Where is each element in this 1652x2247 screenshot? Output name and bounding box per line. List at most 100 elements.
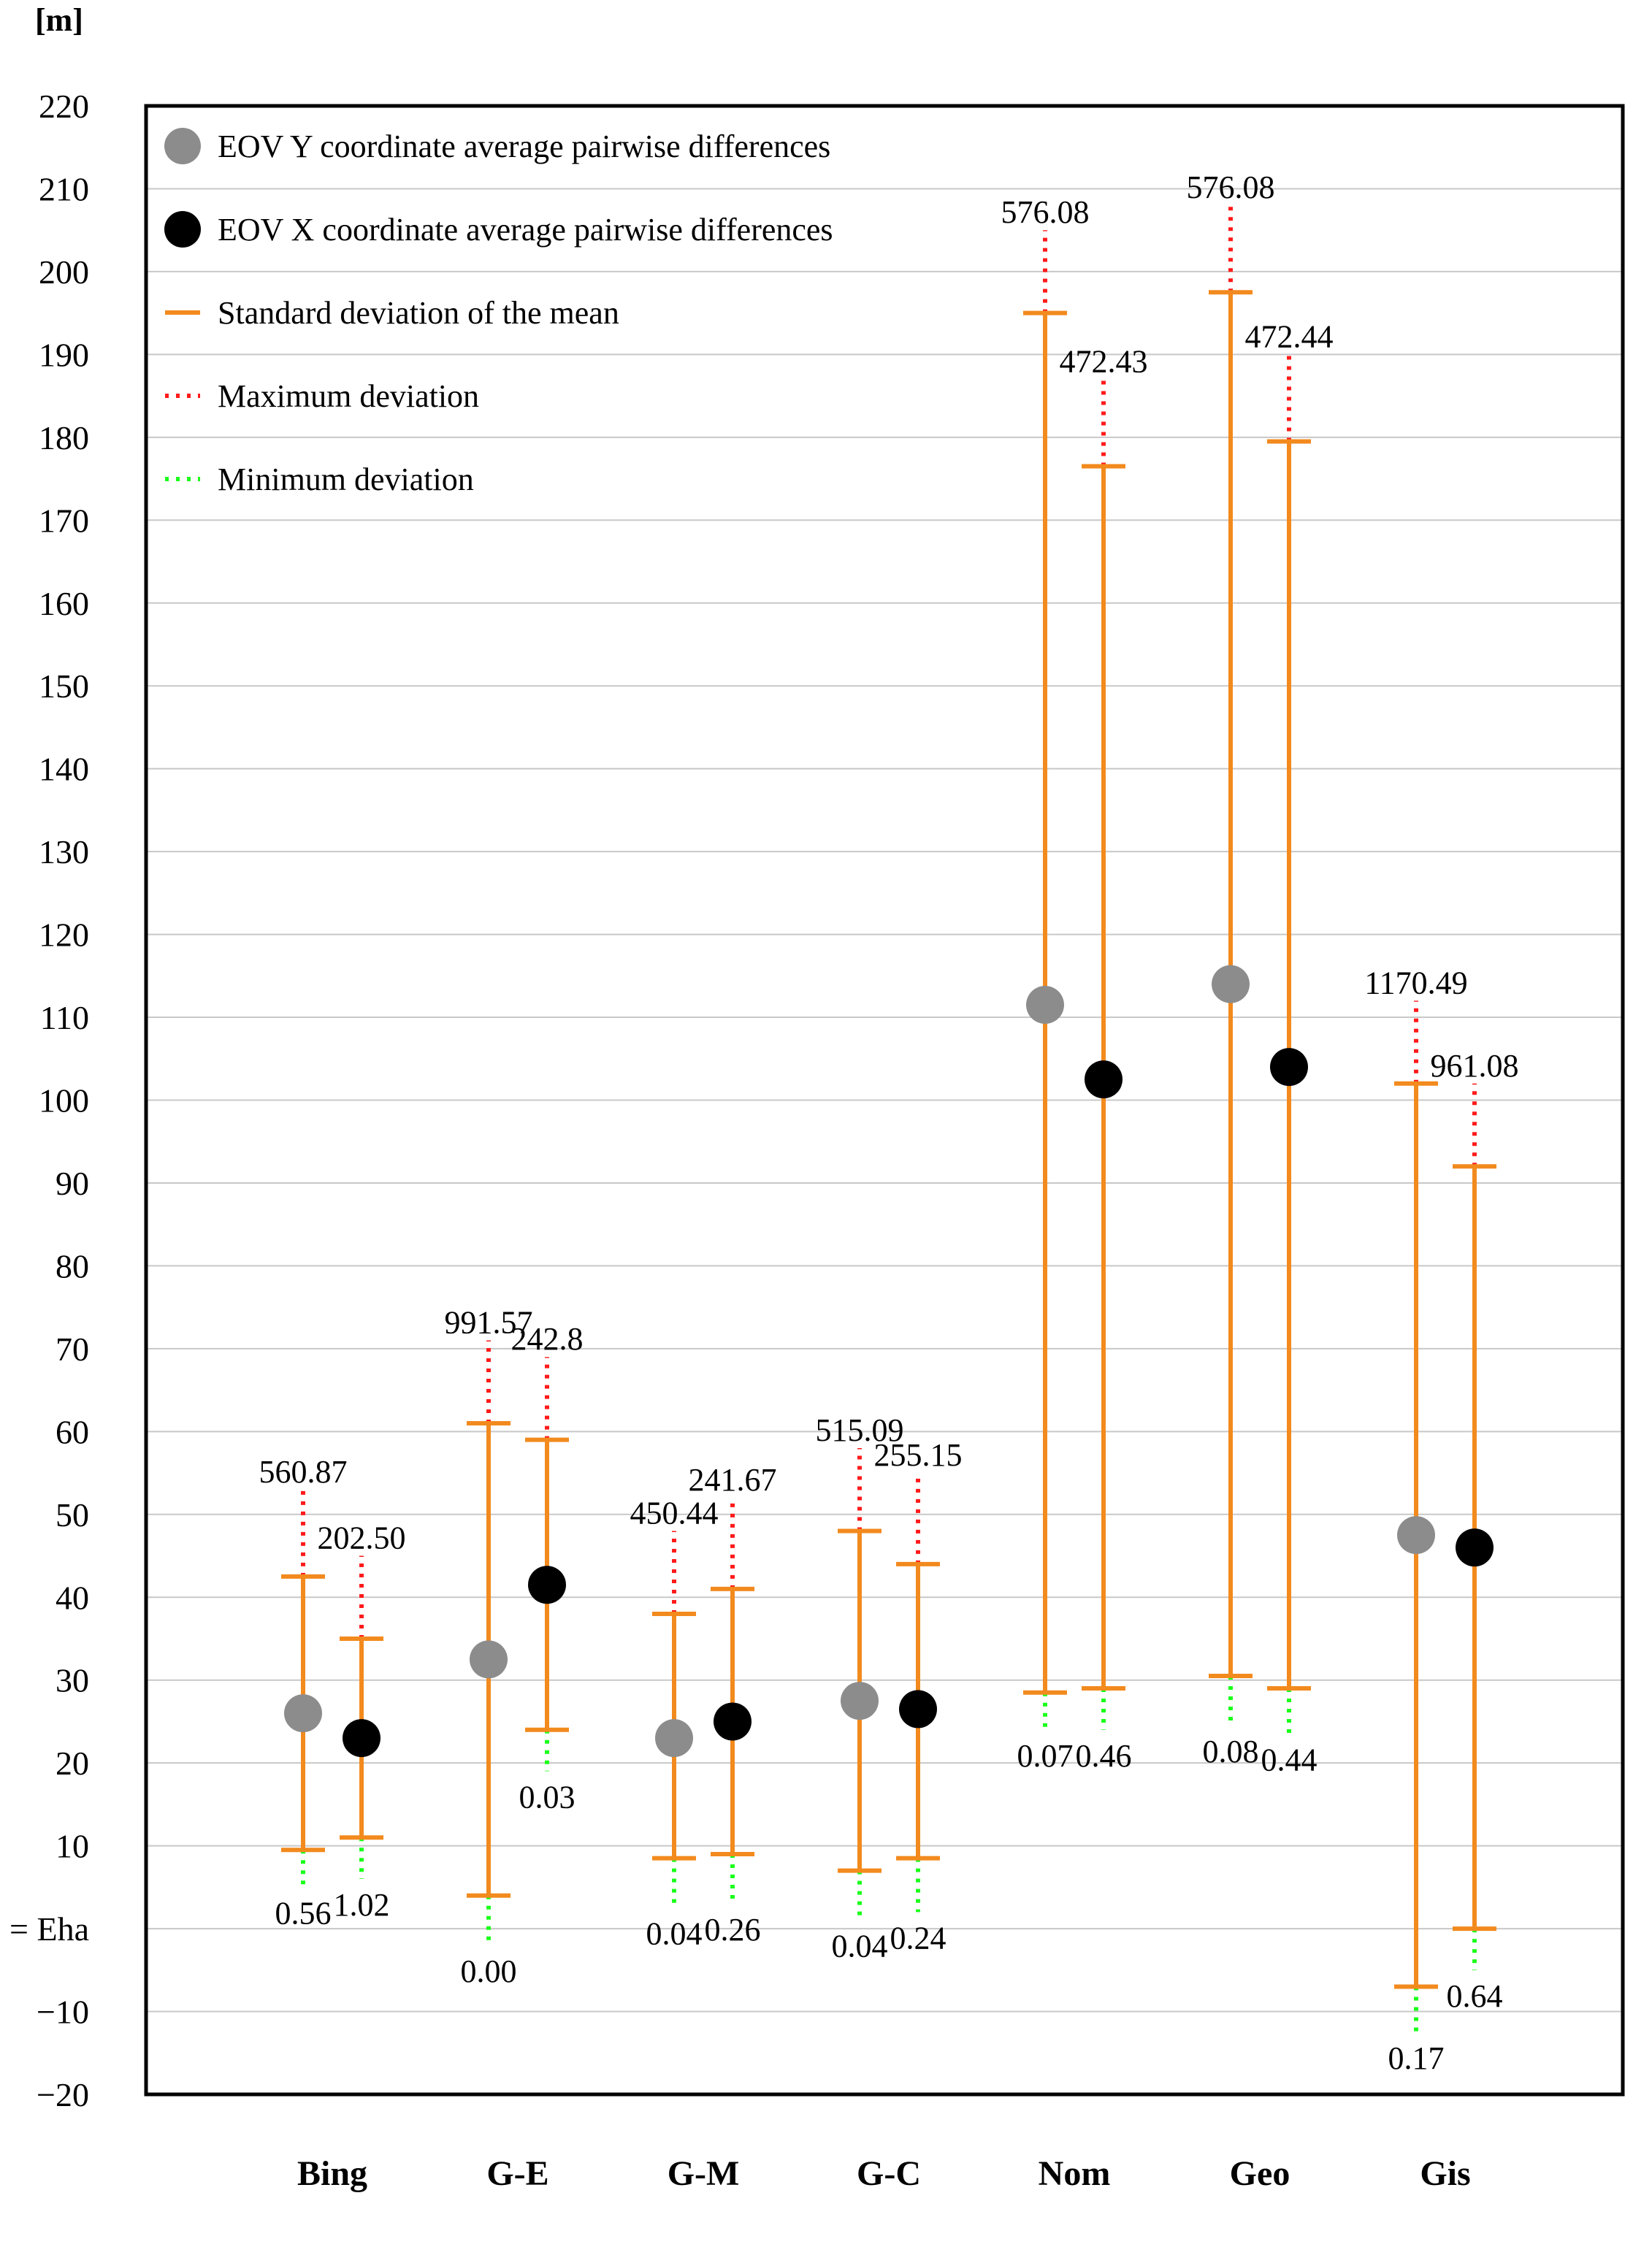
min-value-label: 0.17: [1388, 2040, 1445, 2076]
max-value-label: 576.08: [1001, 194, 1090, 230]
max-value-label: 991.57: [445, 1305, 533, 1341]
legend-item-max: Maximum deviation: [165, 378, 479, 414]
error-bar-group-Nom-y: 576.08 0.07: [1001, 194, 1090, 1774]
min-value-label: 0.56: [275, 1895, 332, 1931]
y-tick-label: 180: [39, 419, 89, 456]
max-value-label: 961.08: [1431, 1048, 1519, 1084]
min-value-label: 0.46: [1076, 1738, 1132, 1774]
mean-point: [899, 1690, 937, 1729]
category-label: G-M: [668, 2154, 740, 2193]
error-bar-group-G-E-x: 242.8 0.03: [511, 1321, 584, 1815]
legend-marker-circle: [164, 128, 201, 164]
min-value-label: 0.04: [646, 1916, 703, 1952]
max-value-label: 1170.49: [1364, 965, 1467, 1000]
y-tick-label: 200: [39, 253, 89, 291]
y-tick-label: −20: [37, 2076, 89, 2113]
gridlines: [146, 188, 1623, 2013]
legend: EOV Y coordinate average pairwise differ…: [164, 128, 833, 497]
category-label: Bing: [297, 2154, 367, 2193]
legend-marker-circle: [164, 211, 201, 248]
y-tick-label: 170: [39, 502, 89, 539]
max-value-label: 576.08: [1187, 169, 1275, 205]
legend-label: EOV Y coordinate average pairwise differ…: [218, 129, 830, 164]
error-bar-group-Bing-x: 202.50 1.02: [318, 1520, 406, 1923]
series-marks: 560.87 0.56 202.50 1.02 991.57 0.00 242.8 0.03 4…: [259, 169, 1519, 2076]
error-bar-group-Bing-y: 560.87 0.56: [259, 1454, 348, 1932]
error-bar-group-G-M-x: 241.67 0.26: [689, 1462, 777, 1948]
min-value-label: 0.07: [1017, 1738, 1074, 1774]
min-value-label: 0.64: [1447, 1978, 1503, 2014]
max-value-label: 515.09: [816, 1412, 904, 1448]
error-bar-group-G-M-y: 450.44 0.04: [630, 1495, 719, 1951]
y-tick-label: 130: [39, 833, 89, 870]
y-axis-unit-label: [m]: [35, 2, 83, 38]
y-tick-label: 80: [56, 1247, 89, 1285]
y-tick-label: 70: [56, 1331, 89, 1368]
error-bar-group-G-C-y: 515.09 0.04: [816, 1412, 904, 1964]
legend-label: Maximum deviation: [218, 378, 479, 414]
y-tick-label: 30: [56, 1662, 89, 1699]
mean-point: [655, 1719, 693, 1758]
mean-point: [470, 1640, 508, 1679]
legend-label: EOV X coordinate average pairwise differ…: [218, 212, 833, 248]
y-tick-label: 210: [39, 170, 89, 207]
y-axis-tick-labels: 220 210 200 190 180 170 160 150 140 130 120 110 100 9…: [0, 88, 89, 2113]
y-tick-label: 50: [56, 1496, 89, 1534]
y-tick-label: 60: [56, 1413, 89, 1450]
y-tick-label: 160: [39, 585, 89, 622]
y-tick-label: 150: [39, 667, 89, 705]
y-tick-label: 220: [39, 88, 89, 125]
mean-point: [1397, 1516, 1435, 1555]
max-value-label: 560.87: [259, 1454, 348, 1490]
error-bar-group-Gis-y: 1170.49 0.17: [1364, 965, 1467, 2076]
legend-label: Minimum deviation: [218, 462, 474, 497]
category-label: G-E: [486, 2154, 548, 2193]
max-value-label: 255.15: [874, 1437, 963, 1473]
max-value-label: 472.44: [1245, 318, 1334, 354]
max-value-label: 472.43: [1060, 343, 1148, 379]
max-value-label: 241.67: [689, 1462, 777, 1498]
mean-point: [1026, 986, 1064, 1025]
mean-point: [1085, 1060, 1123, 1099]
category-label: Gis: [1420, 2154, 1470, 2193]
mean-point: [841, 1682, 879, 1720]
min-value-label: 0.26: [705, 1912, 761, 1948]
max-value-label: 202.50: [318, 1520, 406, 1556]
legend-item-Y: EOV Y coordinate average pairwise differ…: [164, 128, 830, 164]
mean-point: [284, 1694, 322, 1733]
mean-point: [528, 1566, 566, 1604]
y-tick-label: 110: [40, 999, 89, 1036]
min-value-label: 0.03: [519, 1780, 575, 1815]
min-value-label: 0.08: [1203, 1734, 1259, 1769]
mean-point: [1456, 1528, 1494, 1567]
y-tick-label: 10: [56, 1828, 89, 1865]
error-bar-group-Geo-x: 472.44 0.44: [1245, 318, 1334, 1777]
y-tick-label: 120: [39, 916, 89, 954]
x-axis-category-labels: Bing G-E G-M G-C Nom Geo Gis: [297, 2154, 1471, 2193]
mean-point: [1270, 1048, 1308, 1087]
y-tick-label: −10: [37, 1994, 89, 2031]
max-value-label: 242.8: [511, 1321, 584, 1357]
mean-point: [1212, 965, 1250, 1003]
legend-item-std: Standard deviation of the mean: [165, 295, 619, 331]
error-bar-group-Gis-x: 961.08 0.64: [1431, 1048, 1519, 2014]
y-tick-label: 40: [56, 1579, 89, 1616]
error-bar-group-Geo-y: 576.08 0.08: [1187, 169, 1275, 1769]
error-bar-group-G-C-x: 255.15 0.24: [874, 1437, 963, 1956]
mean-point: [714, 1702, 752, 1741]
category-label: G-C: [857, 2154, 921, 2193]
y-tick-label: 90: [56, 1165, 89, 1202]
y-tick-label: 190: [39, 336, 89, 373]
category-label: Nom: [1039, 2154, 1111, 2193]
y-tick-label: 100: [39, 1082, 89, 1119]
legend-item-min: Minimum deviation: [165, 462, 474, 497]
plot-frame: [144, 104, 1625, 2097]
legend-label: Standard deviation of the mean: [218, 295, 619, 331]
min-value-label: 0.00: [461, 1953, 517, 1989]
plot-frame-group: [144, 104, 1625, 2097]
category-label: Geo: [1230, 2154, 1290, 2193]
legend-item-X: EOV X coordinate average pairwise differ…: [164, 211, 833, 248]
min-value-label: 0.44: [1261, 1742, 1318, 1777]
